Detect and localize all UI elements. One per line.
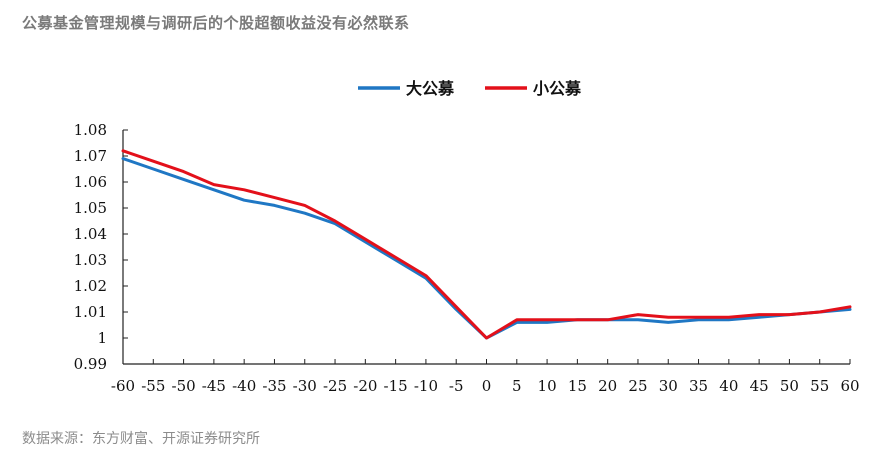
x-tick-label: 40 (719, 377, 738, 395)
x-tick-label: -25 (323, 377, 347, 395)
legend-label: 大公募 (406, 79, 455, 98)
x-tick-label: -60 (111, 377, 135, 395)
x-tick-label: 20 (598, 377, 617, 395)
y-tick-label: 1.02 (74, 277, 107, 295)
x-tick-label: 30 (659, 377, 678, 395)
x-tick-label: 5 (512, 377, 522, 395)
series-line-small-fund (121, 149, 852, 340)
y-tick-label: 1.04 (74, 225, 107, 243)
x-tick-label: 25 (628, 377, 647, 395)
x-tick-label: 55 (810, 377, 829, 395)
x-tick-label: -10 (414, 377, 438, 395)
series-line-large-fund (121, 157, 852, 340)
y-tick-label: 1.03 (74, 251, 107, 269)
data-source: 数据来源：东方财富、开源证券研究所 (22, 431, 260, 447)
y-tick-label: 0.99 (74, 355, 107, 373)
x-tick-label: -55 (141, 377, 165, 395)
x-tick-label: 0 (482, 377, 492, 395)
y-tick-label: 1.08 (74, 121, 107, 139)
x-tick-label: -30 (293, 377, 317, 395)
x-tick-label: -45 (202, 377, 226, 395)
x-tick-label: 45 (750, 377, 769, 395)
x-tick-label: 50 (780, 377, 799, 395)
x-tick-label: -20 (353, 377, 377, 395)
chart-legend: 大公募 小公募 (358, 79, 582, 98)
x-tick-label: -5 (449, 377, 464, 395)
y-tick-label: 1 (97, 329, 107, 347)
x-tick-label: 10 (538, 377, 557, 395)
x-tick-label: 15 (568, 377, 587, 395)
x-tick-label: -35 (262, 377, 286, 395)
x-tick-label: -50 (172, 377, 196, 395)
x-tick-label: -15 (384, 377, 408, 395)
y-tick-label: 1.07 (74, 147, 107, 165)
chart-title: 公募基金管理规模与调研后的个股超额收益没有必然联系 (22, 14, 410, 32)
x-tick-label: -40 (232, 377, 256, 395)
chart-series (121, 149, 852, 340)
chart-axes: 0.99 1 1.01 1.02 1.03 1.04 1.05 1.06 1.07 1.08 -60… (74, 121, 860, 395)
x-tick-label: 35 (689, 377, 708, 395)
y-tick-label: 1.06 (74, 173, 107, 191)
y-tick-label: 1.01 (74, 303, 107, 321)
legend-label: 小公募 (533, 79, 582, 98)
x-tick-label: 60 (840, 377, 859, 395)
y-tick-label: 1.05 (74, 199, 107, 217)
